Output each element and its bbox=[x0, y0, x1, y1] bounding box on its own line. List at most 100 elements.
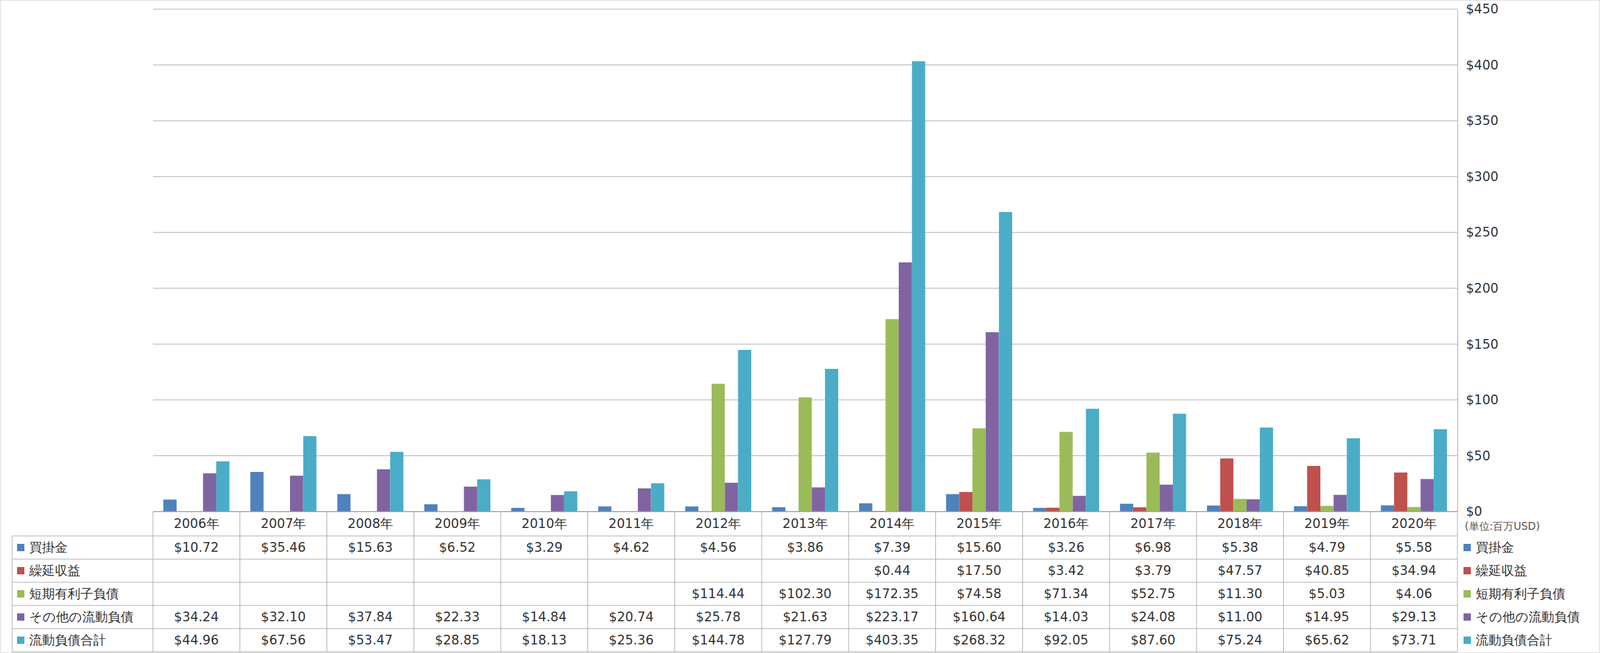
table-value: $34.94 bbox=[1391, 562, 1437, 578]
table-line bbox=[1370, 511, 1371, 652]
table-value: $5.03 bbox=[1308, 586, 1346, 601]
legend-swatch bbox=[17, 543, 25, 551]
table-value: $14.84 bbox=[522, 609, 567, 624]
x-tick-label: 2011年 bbox=[608, 516, 654, 531]
x-tick-label: 2018年 bbox=[1217, 516, 1263, 531]
legend-swatch bbox=[17, 612, 25, 621]
x-tick-label: 2017年 bbox=[1130, 516, 1176, 531]
y-tick: $450 bbox=[1457, 1, 1499, 17]
x-tick: 2017年 bbox=[1130, 511, 1176, 531]
x-tick: 2012年 bbox=[695, 511, 741, 531]
bar bbox=[1294, 505, 1308, 512]
table-value: $17.50 bbox=[956, 562, 1002, 578]
bar bbox=[250, 471, 264, 512]
legend-label: その他の流動負債 bbox=[29, 609, 134, 624]
bar bbox=[1032, 507, 1047, 512]
table-line bbox=[1196, 511, 1197, 652]
bar bbox=[1407, 506, 1421, 512]
table-line bbox=[12, 651, 1458, 652]
table-value: $102.30 bbox=[778, 586, 832, 601]
table-line bbox=[152, 511, 1458, 512]
y-tick: $400 bbox=[1457, 57, 1499, 73]
table-line bbox=[12, 535, 13, 652]
table-value: $14.03 bbox=[1043, 609, 1089, 624]
table-value: $11.00 bbox=[1217, 609, 1262, 624]
bar bbox=[1420, 478, 1434, 512]
bar bbox=[1220, 458, 1234, 512]
y-tick-label: $0 bbox=[1465, 503, 1483, 519]
table-value: $3.29 bbox=[525, 539, 563, 555]
bar bbox=[598, 506, 612, 512]
y-tick: $150 bbox=[1457, 336, 1499, 352]
x-tick-label: 2007年 bbox=[260, 516, 306, 531]
y-axis: $0$50$100$150$200$250$300$350$400$450 bbox=[1457, 1, 1499, 519]
table-value: $7.39 bbox=[873, 539, 911, 555]
table-value: $47.57 bbox=[1217, 562, 1262, 578]
table-line bbox=[500, 511, 501, 652]
bar bbox=[1072, 495, 1087, 512]
bar bbox=[1085, 408, 1100, 512]
bar bbox=[377, 469, 391, 512]
bar bbox=[912, 60, 926, 512]
table-line bbox=[12, 605, 1458, 606]
bar bbox=[337, 493, 351, 512]
bar bbox=[1059, 431, 1073, 512]
bar bbox=[389, 451, 404, 512]
table-line bbox=[12, 535, 1458, 537]
legend-swatch bbox=[1463, 566, 1471, 574]
bar bbox=[685, 506, 699, 512]
legend-label: 流動負債合計 bbox=[29, 632, 107, 648]
legend-label: 繰延収益 bbox=[1475, 562, 1527, 578]
legend-label: その他の流動負債 bbox=[1475, 609, 1580, 624]
x-tick: 2013年 bbox=[782, 511, 828, 531]
y-axis-line bbox=[1457, 9, 1459, 512]
x-tick-label: 2014年 bbox=[869, 516, 915, 531]
table-value: $10.72 bbox=[174, 539, 219, 555]
x-tick: 2008年 bbox=[347, 511, 393, 531]
legend-swatch bbox=[1463, 543, 1471, 551]
table-value: $4.79 bbox=[1308, 539, 1346, 555]
table-value: $75.24 bbox=[1217, 632, 1262, 648]
bar bbox=[290, 475, 304, 512]
table-line bbox=[1022, 511, 1024, 652]
table-value: $53.47 bbox=[347, 632, 393, 648]
x-tick-label: 2019年 bbox=[1304, 516, 1350, 531]
legend-swatch bbox=[17, 589, 25, 598]
grid-line bbox=[152, 511, 1458, 512]
table-value: $144.78 bbox=[691, 632, 745, 648]
y-tick-label: $350 bbox=[1465, 113, 1499, 128]
annotation: (単位:百万USD) bbox=[1464, 519, 1540, 532]
table-value: $67.56 bbox=[260, 632, 306, 648]
table-value: $5.38 bbox=[1221, 539, 1259, 555]
table-value: $18.13 bbox=[522, 632, 567, 648]
table-value: $28.85 bbox=[435, 632, 480, 648]
bar bbox=[511, 507, 525, 512]
bar bbox=[477, 478, 491, 512]
y-tick-label: $450 bbox=[1465, 1, 1499, 17]
grid-line bbox=[152, 343, 1458, 345]
legend-label: 買掛金 bbox=[1475, 539, 1515, 555]
bar bbox=[798, 397, 813, 512]
y-tick: $50 bbox=[1457, 448, 1491, 464]
legend-label: 流動負債合計 bbox=[1475, 632, 1553, 648]
bar bbox=[1159, 484, 1173, 512]
table-value: $3.79 bbox=[1134, 562, 1172, 578]
y-tick-label: $100 bbox=[1465, 392, 1499, 408]
grid-line bbox=[152, 120, 1458, 122]
table-value: $32.10 bbox=[260, 609, 306, 624]
bar bbox=[1172, 413, 1187, 512]
y-tick-label: $50 bbox=[1465, 448, 1491, 464]
bar bbox=[1146, 452, 1161, 512]
y-tick: $0 bbox=[1457, 503, 1483, 519]
table-line bbox=[413, 511, 415, 652]
bar bbox=[202, 472, 217, 512]
y-tick-label: $400 bbox=[1465, 57, 1499, 73]
legend-swatch bbox=[1463, 589, 1471, 598]
table-value: $92.05 bbox=[1043, 632, 1089, 648]
series-bars bbox=[711, 318, 1421, 512]
bar bbox=[1320, 505, 1334, 512]
bar bbox=[898, 261, 913, 512]
x-tick: 2010年 bbox=[521, 511, 567, 531]
chart: $0$50$100$150$200$250$300$350$400$450(単位… bbox=[0, 0, 1600, 653]
table-value: $21.63 bbox=[782, 609, 828, 624]
